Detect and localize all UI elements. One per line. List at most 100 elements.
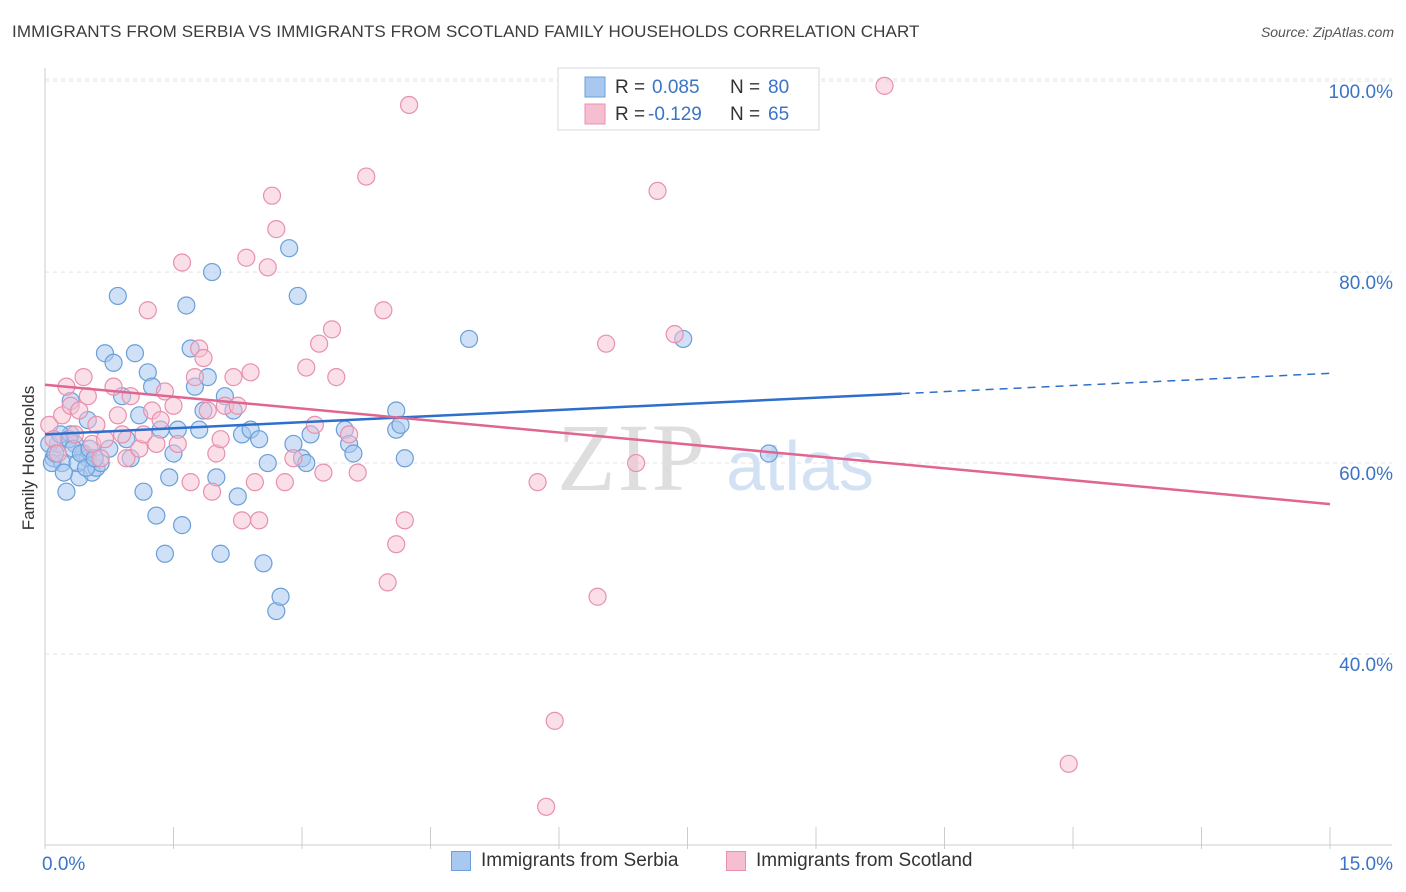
serbia-point — [54, 463, 73, 482]
scotland-point — [181, 473, 200, 492]
scotland-point — [151, 410, 170, 430]
scotland-point — [147, 434, 166, 454]
serbia-point — [160, 468, 179, 487]
scotland-point — [164, 396, 183, 415]
scotland-point — [198, 401, 217, 420]
serbia-point — [177, 296, 196, 315]
scotland-point — [275, 473, 294, 492]
scotland-point — [168, 434, 187, 454]
scotland-point — [1059, 754, 1078, 773]
stats-serbia-n-value: 80 — [768, 77, 789, 98]
source-label: Source: ZipAtlas.com — [1260, 24, 1394, 40]
scotland-point — [262, 186, 282, 205]
y-tick-label-80: 80.0% — [1339, 273, 1393, 294]
scotland-point — [185, 368, 205, 387]
scotland-point — [314, 463, 333, 482]
scotland-point — [597, 334, 616, 353]
scotland-point — [348, 463, 367, 482]
scotland-point — [95, 430, 115, 449]
legend-serbia-swatch — [451, 851, 471, 871]
scotland-point — [202, 482, 222, 501]
scotland-point — [258, 258, 277, 277]
scotland-point — [626, 453, 646, 473]
serbia-point — [155, 544, 175, 563]
scotland-point — [340, 425, 359, 444]
serbia-point — [288, 286, 307, 306]
series-scotland-points — [40, 76, 1078, 816]
scotland-point — [172, 253, 192, 272]
axes — [44, 68, 1392, 849]
stats-scotland-n-value: 65 — [768, 104, 789, 125]
scotland-point — [232, 511, 252, 530]
legend-item-serbia[interactable]: Immigrants from Serbia — [451, 850, 678, 872]
scotland-point — [399, 95, 419, 115]
legend-item-scotland[interactable]: Immigrants from Scotland — [726, 850, 972, 872]
serbia-point — [125, 344, 145, 363]
trend-lines — [44, 372, 1331, 506]
watermark-atlas: atlas — [726, 427, 874, 505]
scotland-point — [297, 358, 316, 377]
scotland-point — [211, 430, 230, 449]
legend-serbia-label: Immigrants from Serbia — [481, 850, 679, 871]
scotland-point — [665, 325, 684, 344]
scotland-point — [374, 301, 393, 320]
stats-scotland-n-label: N = — [730, 104, 760, 125]
x-tick-label-min: 0.0% — [42, 854, 85, 875]
scotland-point — [70, 401, 89, 420]
scotland-point — [357, 167, 376, 186]
series-serbia-points — [40, 239, 778, 621]
scotland-point — [194, 348, 213, 368]
scotland-point — [310, 334, 329, 353]
scotland-point — [545, 711, 564, 730]
stats-scotland-r-label: R = — [615, 104, 645, 125]
serbia-point — [202, 262, 222, 282]
scotland-point — [648, 181, 667, 201]
serbia-point — [108, 286, 127, 306]
y-tick-label-60: 60.0% — [1339, 464, 1393, 485]
serbia-point — [395, 449, 414, 468]
serbia-trend-line — [44, 392, 902, 436]
x-tick-labels: 0.0% 15.0% — [42, 854, 1393, 875]
scotland-point — [112, 425, 132, 444]
y-axis-label: Family Households — [19, 386, 38, 531]
y-tick-label-100: 100.0% — [1329, 82, 1394, 103]
scotland-point — [875, 76, 894, 95]
scotland-point — [138, 301, 157, 320]
scotland-point — [395, 511, 414, 530]
scotland-point — [117, 449, 136, 468]
scotland-point — [267, 220, 286, 239]
serbia-point — [344, 444, 363, 463]
serbia-point — [228, 487, 247, 506]
scotland-point — [48, 444, 67, 463]
serbia-point — [459, 329, 479, 349]
scotland-point — [228, 396, 247, 415]
y-tick-label-40: 40.0% — [1339, 655, 1393, 676]
scotland-point — [108, 406, 127, 425]
serbia-point — [147, 506, 166, 525]
scotland-point — [87, 415, 106, 434]
scotland-point — [245, 473, 264, 492]
scotland-point — [74, 368, 93, 387]
scotland-point — [284, 449, 303, 468]
chart-title: IMMIGRANTS FROM SERBIA VS IMMIGRANTS FRO… — [12, 22, 920, 41]
scotland-point — [387, 535, 406, 554]
scotland-point — [224, 368, 243, 387]
serbia-point — [280, 239, 299, 258]
scotland-point — [327, 368, 346, 387]
scotland-point — [121, 387, 140, 406]
serbia-point — [254, 554, 273, 573]
serbia-point — [190, 420, 209, 439]
serbia-point — [134, 482, 153, 501]
scotland-point — [241, 363, 260, 382]
scotland-trend-line — [44, 383, 1331, 506]
legend-scotland-swatch — [726, 851, 746, 871]
x-tick-label-max: 15.0% — [1339, 854, 1393, 875]
scotland-point — [91, 449, 110, 468]
serbia-point — [250, 430, 269, 449]
stats-legend: R = 0.085 N = 80 R = -0.129 N = 65 — [557, 67, 820, 131]
serbia-point — [271, 587, 290, 606]
y-tick-labels: 40.0% 60.0% 80.0% 100.0% — [1329, 82, 1394, 676]
stats-serbia-n-label: N = — [730, 77, 760, 98]
legend-scotland-label: Immigrants from Scotland — [756, 850, 973, 871]
